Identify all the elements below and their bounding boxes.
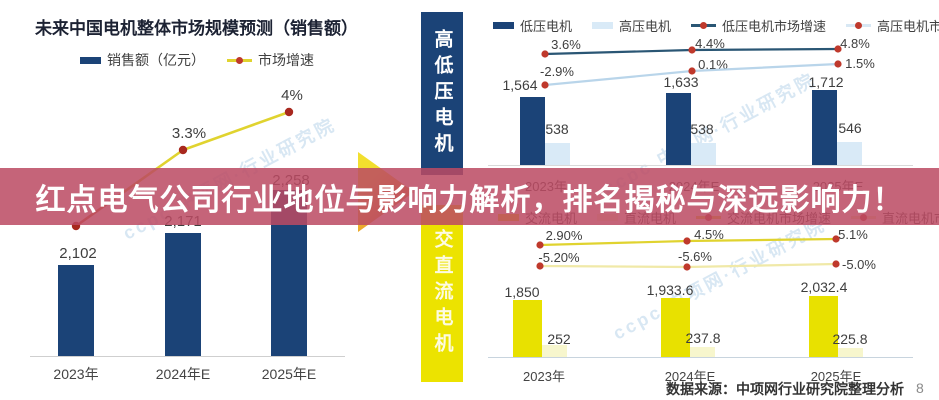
hv-label-2024: 538: [690, 121, 714, 137]
hv-growth-2023: -2.9%: [540, 64, 574, 79]
left-growth-label-2025: 4%: [281, 87, 303, 104]
left-bar-2024: [165, 233, 201, 356]
hv-label-2025: 546: [838, 120, 862, 136]
left-xlabel-2024: 2024年E: [155, 366, 211, 382]
hv-legend-label: 高压电机: [619, 19, 672, 34]
dc-label-2024: 237.8: [685, 330, 721, 346]
dc-bar-2023: [542, 345, 567, 357]
hv-legend-swatch: [592, 22, 614, 29]
page-number: 8: [916, 380, 924, 396]
lv-label-2023: 1,564: [502, 77, 538, 93]
hv-bar-2023: [545, 143, 570, 165]
left-bar-2023: [58, 265, 94, 356]
bottom-right-xlabel-2024: 2024年E: [664, 369, 716, 384]
lv-label-2025: 1,712: [808, 74, 844, 90]
data-source: 数据来源：中项网行业研究院整理分析: [666, 381, 904, 397]
lv-bar-2024: [666, 93, 691, 165]
bottom-right-xlabel-2023: 2023年: [523, 369, 565, 384]
hv-growth-2025: 1.5%: [845, 56, 875, 71]
dc-label-2025: 225.8: [832, 331, 868, 347]
lv-growth-legend-label: 低压电机市场增速: [722, 19, 827, 34]
hv-growth-2024: 0.1%: [698, 57, 728, 72]
dc-growth-2025: -5.0%: [842, 257, 876, 272]
left-chart-title: 未来中国电机整体市场规模预测（销售额）: [35, 19, 358, 38]
headline-text: 红点电气公司行业地位与影响力解析，排名揭秘与深远影响力！: [35, 183, 904, 217]
lv-growth-legend-line-icon: [691, 22, 717, 29]
lv-growth-2025: 4.8%: [840, 36, 870, 51]
ac-label-2025: 2,032.4: [800, 279, 848, 295]
left-growth-label-2024: 3.3%: [171, 125, 207, 142]
strip-high-low-voltage: 高低压电机: [421, 12, 463, 175]
lv-legend-swatch: [493, 22, 514, 29]
strip-top-label: 高低压电机: [431, 28, 453, 159]
hv-bar-2025: [837, 142, 862, 165]
ac-label-2023: 1,850: [504, 284, 540, 300]
left-chart-legend: 销售额（亿元） 市场增速: [80, 50, 314, 70]
lv-growth-2024: 4.4%: [695, 36, 725, 51]
dc-bar-2025: [838, 348, 863, 357]
lv-growth-2023: 3.6%: [551, 37, 581, 52]
sales-legend-label: 销售额（亿元）: [107, 52, 205, 68]
ac-growth-2023: 2.90%: [545, 228, 583, 243]
ac-growth-2024: 4.5%: [694, 227, 724, 242]
left-xlabel-2025: 2025年E: [261, 366, 317, 382]
hv-growth-legend-label: 高压电机市场增速: [877, 19, 939, 34]
hv-label-2023: 538: [545, 121, 569, 137]
lv-bar-2023: [520, 97, 545, 165]
lv-label-2024: 1,633: [663, 74, 699, 90]
dc-growth-2023: -5.20%: [538, 250, 580, 265]
sales-legend-swatch: [80, 56, 101, 64]
growth-legend-line-icon: [227, 56, 252, 64]
growth-legend-label: 市场增速: [258, 52, 314, 68]
bottom-right-xlabel-2025: 2025年E: [810, 369, 862, 384]
top-right-legend: 低压电机 高压电机 低压电机市场增速 高压电机市场增速: [493, 16, 939, 35]
dc-growth-2024: -5.6%: [678, 249, 712, 264]
left-chart-axis: [30, 356, 345, 357]
lv-bar-2025: [812, 90, 837, 165]
left-bar-label-2023: 2,102: [59, 245, 97, 262]
dc-bar-2024: [690, 347, 715, 357]
ac-label-2024: 1,933.6: [646, 282, 694, 298]
dc-label-2023: 252: [547, 331, 571, 347]
ac-bar-2025: [809, 296, 838, 357]
ac-growth-2025: 5.1%: [838, 227, 868, 242]
lv-legend-label: 低压电机: [520, 19, 573, 34]
strip-bottom-label: 交直流电机: [431, 228, 453, 359]
bottom-right-chart-axis: [488, 357, 913, 358]
left-xlabel-2023: 2023年: [53, 366, 99, 382]
ac-bar-2023: [513, 300, 542, 357]
headline-banner: 红点电气公司行业地位与影响力解析，排名揭秘与深远影响力！: [0, 168, 939, 225]
top-right-chart-axis: [488, 165, 913, 166]
strip-ac-dc: 交直流电机: [421, 205, 463, 382]
ac-bar-2024: [661, 298, 690, 357]
hv-growth-legend-line-icon: [846, 22, 872, 29]
hv-bar-2024: [691, 143, 716, 165]
